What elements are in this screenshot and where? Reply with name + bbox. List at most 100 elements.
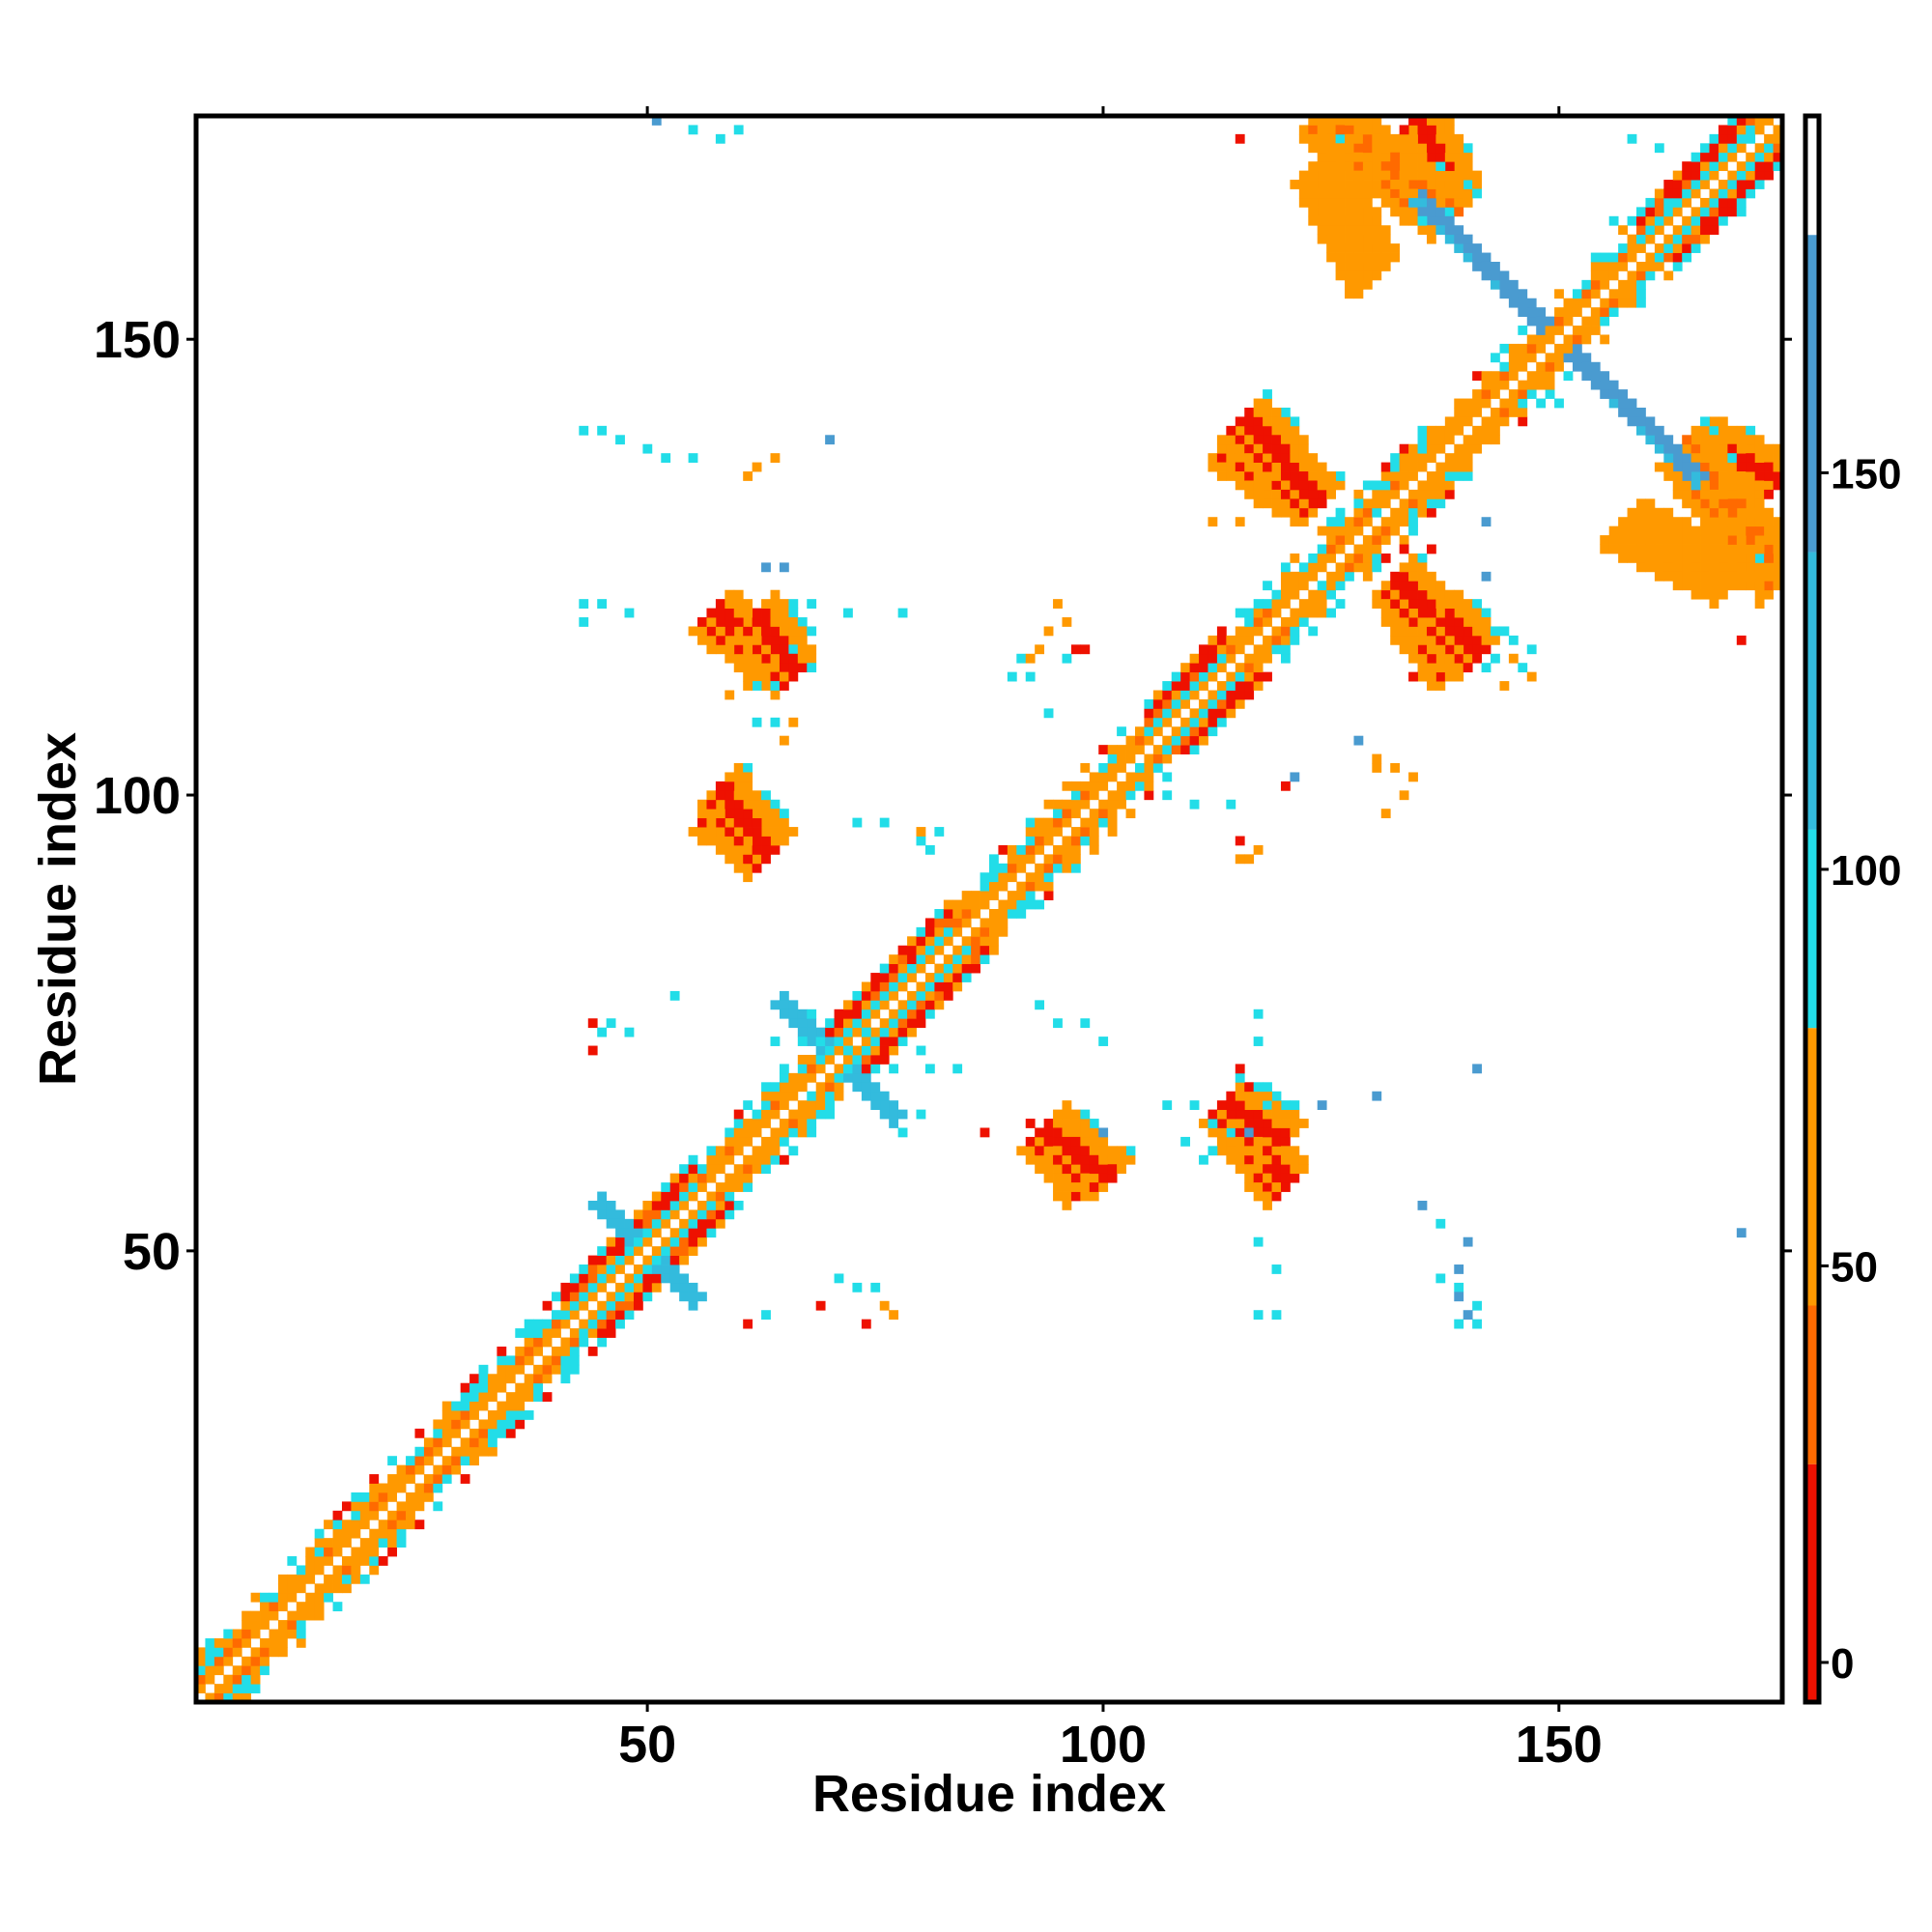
heatmap-cell bbox=[1399, 462, 1409, 472]
heatmap-cell bbox=[1736, 133, 1747, 144]
heatmap-cell bbox=[1417, 425, 1428, 436]
heatmap-cell bbox=[1280, 1109, 1291, 1120]
heatmap-cell bbox=[1435, 197, 1446, 208]
heatmap-cell bbox=[624, 1218, 635, 1229]
heatmap-cell bbox=[1390, 507, 1401, 518]
heatmap-cell bbox=[1426, 644, 1436, 655]
heatmap-cell bbox=[1709, 143, 1719, 154]
x-axis-ticks: 50 100 150 bbox=[618, 106, 1603, 1774]
heatmap-cell bbox=[1253, 1154, 1264, 1165]
heatmap-cell bbox=[441, 1464, 452, 1475]
heatmap-cell bbox=[414, 1483, 425, 1493]
heatmap-cell bbox=[1253, 398, 1264, 409]
heatmap-cell bbox=[1271, 480, 1282, 491]
heatmap-cell bbox=[287, 1610, 298, 1621]
heatmap-cell bbox=[706, 644, 717, 655]
heatmap-cell bbox=[460, 1401, 470, 1411]
heatmap-cell bbox=[232, 1629, 242, 1639]
heatmap-cell bbox=[1080, 1018, 1091, 1029]
heatmap-cell bbox=[597, 1209, 608, 1220]
heatmap-cell bbox=[1053, 1182, 1063, 1192]
heatmap-cell bbox=[1235, 471, 1245, 481]
heatmap-cell bbox=[779, 608, 789, 618]
heatmap-cell bbox=[1362, 225, 1373, 236]
heatmap-cell bbox=[1408, 443, 1418, 454]
heatmap-cell bbox=[1690, 507, 1701, 518]
heatmap-cell bbox=[825, 1018, 835, 1029]
heatmap-cell bbox=[743, 617, 753, 627]
heatmap-cell bbox=[1263, 1100, 1272, 1111]
heatmap-cell bbox=[1746, 581, 1756, 591]
heatmap-cell bbox=[1718, 498, 1728, 509]
heatmap-cell bbox=[460, 1419, 470, 1430]
heatmap-cell bbox=[1372, 489, 1382, 499]
heatmap-cell bbox=[1117, 745, 1126, 754]
heatmap-cell bbox=[1399, 215, 1409, 226]
heatmap-cell bbox=[524, 1319, 534, 1329]
heatmap-cell bbox=[1189, 735, 1200, 746]
heatmap-cell bbox=[815, 1054, 826, 1065]
heatmap-cell bbox=[1663, 243, 1674, 253]
heatmap-cell bbox=[242, 1692, 252, 1703]
heatmap-cell bbox=[1618, 517, 1628, 527]
heatmap-cell bbox=[1773, 152, 1783, 162]
heatmap-cell bbox=[341, 1528, 352, 1539]
heatmap-cell bbox=[779, 836, 789, 846]
heatmap-cell bbox=[351, 1501, 361, 1512]
heatmap-cell bbox=[1463, 234, 1473, 244]
heatmap-cell bbox=[1690, 180, 1701, 189]
heatmap-cell bbox=[1244, 453, 1255, 463]
heatmap-cell bbox=[1581, 289, 1592, 299]
heatmap-cell bbox=[1235, 453, 1245, 463]
heatmap-cell bbox=[1690, 188, 1701, 199]
heatmap-cell bbox=[1345, 161, 1354, 172]
heatmap-cell bbox=[861, 1018, 871, 1029]
heatmap-cell bbox=[1764, 116, 1774, 126]
heatmap-cell bbox=[1608, 398, 1619, 409]
heatmap-cell bbox=[314, 1538, 325, 1548]
heatmap-cell bbox=[770, 1146, 781, 1156]
heatmap-cell bbox=[1053, 1164, 1063, 1175]
heatmap-cell bbox=[971, 945, 980, 955]
heatmap-cell bbox=[1417, 197, 1428, 208]
heatmap-cell bbox=[1226, 635, 1236, 645]
heatmap-cell bbox=[1134, 745, 1145, 754]
heatmap-cell bbox=[1216, 698, 1227, 709]
heatmap-cell bbox=[414, 1464, 425, 1475]
heatmap-cell bbox=[1627, 133, 1637, 144]
heatmap-cell bbox=[1417, 571, 1428, 582]
heatmap-cell bbox=[1098, 772, 1109, 782]
heatmap-cell bbox=[1253, 462, 1264, 472]
heatmap-cell bbox=[1345, 261, 1354, 271]
heatmap-cell bbox=[661, 1273, 671, 1284]
heatmap-cell bbox=[387, 1547, 398, 1557]
heatmap-cell bbox=[433, 1501, 443, 1512]
heatmap-cell bbox=[1746, 471, 1756, 481]
heatmap-cell bbox=[1235, 626, 1245, 637]
heatmap-cell bbox=[1454, 617, 1464, 627]
heatmap-cell bbox=[761, 1119, 771, 1128]
heatmap-cell bbox=[1189, 708, 1200, 719]
colorbar-band bbox=[1805, 1463, 1819, 1702]
heatmap-cell bbox=[1426, 188, 1436, 199]
heatmap-cell bbox=[1417, 443, 1428, 454]
heatmap-cell bbox=[889, 1310, 899, 1321]
heatmap-cell bbox=[1244, 1154, 1255, 1165]
heatmap-cell bbox=[1754, 180, 1765, 189]
heatmap-cell bbox=[1618, 544, 1628, 554]
heatmap-cell bbox=[989, 945, 999, 955]
heatmap-cell bbox=[1727, 180, 1738, 189]
heatmap-cell bbox=[1062, 1127, 1072, 1138]
heatmap-cell bbox=[1235, 416, 1245, 427]
heatmap-cell bbox=[1426, 425, 1436, 436]
heatmap-cell bbox=[1581, 353, 1592, 363]
heatmap-cell bbox=[724, 781, 735, 791]
heatmap-cell bbox=[1499, 380, 1510, 390]
heatmap-cell bbox=[1326, 133, 1336, 144]
heatmap-cell bbox=[1298, 1119, 1309, 1128]
heatmap-cell bbox=[1526, 334, 1537, 345]
heatmap-cell bbox=[1089, 1164, 1099, 1175]
heatmap-cell bbox=[1053, 1146, 1063, 1156]
heatmap-cell bbox=[1007, 854, 1017, 865]
heatmap-cell bbox=[478, 1392, 489, 1402]
